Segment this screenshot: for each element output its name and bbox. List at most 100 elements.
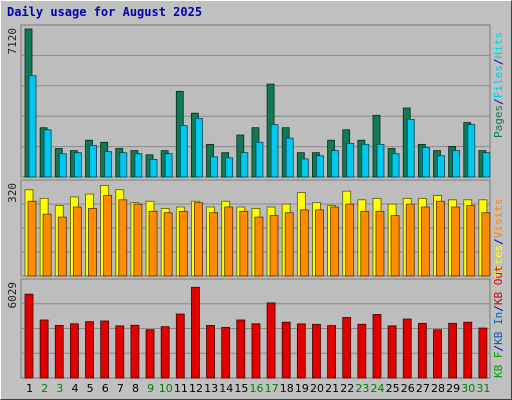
x-tick-label: 30 bbox=[461, 382, 475, 395]
chart-title: Daily usage for August 2025 bbox=[7, 5, 203, 19]
bar-kb-f-day-20 bbox=[312, 323, 321, 379]
x-tick-label: 1 bbox=[26, 382, 33, 395]
bar-kb-f-day-16 bbox=[251, 323, 261, 379]
bar-kb-f-day-25 bbox=[387, 325, 397, 379]
bar-kb-f-day-29 bbox=[448, 322, 458, 379]
bar-sites-day-11 bbox=[178, 210, 188, 277]
legend-bottom: KB F/KB In/KB Out bbox=[492, 265, 505, 378]
bar-sites-day-13 bbox=[209, 212, 218, 277]
x-tick-label: 28 bbox=[431, 382, 445, 395]
bar-kb-f-day-6 bbox=[100, 320, 110, 379]
bar-sites-day-3 bbox=[57, 216, 67, 277]
bar-sites-day-9 bbox=[148, 210, 158, 277]
x-tick-label: 22 bbox=[340, 382, 354, 395]
legend-middle-part: Sites bbox=[492, 245, 505, 278]
bar-files-day-8 bbox=[134, 153, 143, 178]
legend-bottom-part: KB In bbox=[492, 312, 505, 345]
bar-files-day-18 bbox=[285, 137, 294, 178]
y-max-label: 320 bbox=[6, 183, 19, 203]
bar-kb-f-day-14 bbox=[221, 326, 231, 379]
bar-sites-day-29 bbox=[451, 206, 461, 277]
bar-kb-f-day-4 bbox=[69, 323, 79, 379]
x-tick-label: 18 bbox=[280, 382, 294, 395]
bar-sites-day-28 bbox=[436, 200, 445, 277]
x-tick-label: 27 bbox=[416, 382, 430, 395]
bar-kb-f-day-2 bbox=[39, 319, 49, 379]
bar-kb-f-day-8 bbox=[130, 324, 140, 379]
bar-files-day-13 bbox=[210, 156, 218, 178]
bar-files-day-31 bbox=[482, 152, 491, 178]
bar-kb-f-day-12 bbox=[191, 286, 200, 379]
x-tick-label: 15 bbox=[234, 382, 248, 395]
bar-files-day-23 bbox=[361, 143, 370, 178]
bar-files-day-6 bbox=[104, 151, 113, 178]
bar-files-day-17 bbox=[270, 124, 279, 178]
legend-top-part: / bbox=[492, 59, 505, 66]
bar-kb-f-day-23 bbox=[357, 323, 367, 379]
bar-kb-f-day-10 bbox=[160, 326, 170, 379]
bar-kb-f-day-5 bbox=[85, 321, 94, 379]
x-tick-label: 12 bbox=[189, 382, 203, 395]
x-tick-label: 26 bbox=[401, 382, 415, 395]
legend-bottom-part: KB F bbox=[492, 352, 505, 379]
legend-top: Pages/Files/Hits bbox=[492, 32, 505, 138]
bar-files-day-24 bbox=[376, 143, 385, 178]
x-tick-label: 4 bbox=[71, 382, 78, 395]
bar-sites-day-1 bbox=[27, 200, 37, 277]
legend-top-part: Pages bbox=[492, 105, 505, 138]
bar-kb-f-day-13 bbox=[206, 325, 215, 379]
bar-files-day-21 bbox=[331, 150, 339, 178]
bar-kb-f-day-26 bbox=[402, 318, 412, 379]
bar-files-day-25 bbox=[391, 153, 400, 178]
bar-sites-day-2 bbox=[42, 213, 52, 277]
legend-top-part: Files bbox=[492, 65, 505, 98]
bar-sites-day-25 bbox=[390, 215, 400, 277]
bar-files-day-10 bbox=[164, 153, 173, 178]
bar-kb-f-day-28 bbox=[433, 329, 442, 379]
bar-kb-f-day-19 bbox=[296, 323, 306, 379]
legend-top-part: Hits bbox=[492, 32, 505, 59]
x-tick-label: 13 bbox=[204, 382, 218, 395]
bar-files-day-30 bbox=[467, 124, 476, 178]
x-tick-label: 5 bbox=[87, 382, 94, 395]
bar-files-day-29 bbox=[452, 150, 461, 178]
bar-sites-day-21 bbox=[330, 206, 339, 277]
bar-files-day-2 bbox=[43, 129, 52, 178]
legend-middle-part: Visits bbox=[492, 199, 505, 239]
bar-kb-f-day-24 bbox=[372, 314, 382, 379]
x-tick-label: 29 bbox=[446, 382, 460, 395]
bar-sites-day-18 bbox=[284, 212, 294, 277]
x-tick-label: 14 bbox=[219, 382, 233, 395]
legend-top-part: / bbox=[492, 98, 505, 105]
bar-kb-f-day-1 bbox=[24, 293, 34, 379]
bar-files-day-12 bbox=[195, 117, 203, 178]
bar-sites-day-16 bbox=[254, 216, 264, 277]
x-tick-label: 17 bbox=[265, 382, 279, 395]
x-tick-label: 3 bbox=[56, 382, 63, 395]
bar-files-day-16 bbox=[255, 141, 264, 178]
x-tick-label: 11 bbox=[174, 382, 188, 395]
x-tick-label: 20 bbox=[310, 382, 324, 395]
bar-sites-day-26 bbox=[405, 203, 415, 277]
bar-files-day-4 bbox=[73, 152, 82, 178]
bar-files-day-15 bbox=[240, 152, 249, 178]
bar-sites-day-24 bbox=[375, 210, 385, 277]
bar-files-day-1 bbox=[28, 75, 37, 178]
bar-sites-day-22 bbox=[345, 203, 355, 277]
legend-bottom-part: / bbox=[492, 305, 505, 312]
bar-kb-f-day-11 bbox=[175, 313, 185, 379]
bar-files-day-26 bbox=[406, 119, 415, 178]
bar-sites-day-7 bbox=[118, 199, 128, 277]
bar-sites-day-4 bbox=[72, 206, 82, 277]
bar-sites-day-15 bbox=[239, 210, 249, 277]
bar-kb-f-day-31 bbox=[478, 327, 488, 379]
bar-sites-day-17 bbox=[269, 215, 279, 277]
bar-kb-f-day-17 bbox=[266, 302, 276, 379]
bar-sites-day-14 bbox=[224, 206, 234, 277]
bar-sites-day-10 bbox=[163, 212, 173, 277]
bar-kb-f-day-18 bbox=[281, 321, 291, 379]
bar-sites-day-23 bbox=[360, 210, 370, 277]
bar-files-day-22 bbox=[346, 142, 355, 178]
x-tick-label: 24 bbox=[371, 382, 385, 395]
